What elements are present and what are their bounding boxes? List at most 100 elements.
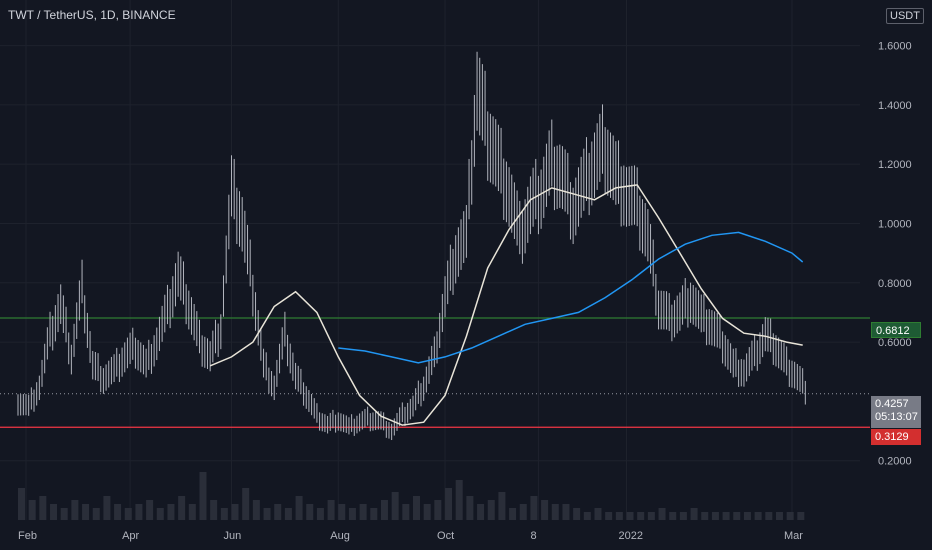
volume-bar [18, 488, 25, 520]
volume-bar [103, 496, 111, 520]
volume-bar [615, 512, 623, 520]
volume-bar [466, 496, 474, 520]
volume-bar [733, 512, 741, 520]
volume-bar [316, 508, 324, 520]
volume-bar [594, 508, 602, 520]
x-tick-label: Apr [122, 530, 139, 542]
x-tick-label: 8 [530, 530, 536, 542]
volume-bar [370, 508, 378, 520]
volume-bar [220, 508, 228, 520]
volume-bar [348, 508, 356, 520]
volume-bars [18, 472, 805, 520]
volume-bar [327, 500, 335, 520]
volume-bar [39, 496, 47, 520]
price-candles [17, 51, 806, 441]
volume-bar [669, 512, 677, 520]
x-tick-label: 2022 [619, 530, 643, 542]
time-axis[interactable]: Feb Apr Jun Aug Oct 8 2022 Mar [18, 530, 803, 542]
volume-bar [583, 512, 591, 520]
volume-bar [402, 504, 410, 520]
volume-bar [647, 512, 655, 520]
volume-bar [92, 508, 100, 520]
volume-bar [498, 492, 506, 520]
volume-bar [765, 512, 773, 520]
volume-bar [423, 504, 431, 520]
last-price-value: 0.4257 [875, 398, 909, 410]
volume-bar [242, 488, 250, 520]
y-tick-label: 1.0000 [878, 218, 912, 230]
moving-average-short [209, 184, 803, 426]
volume-bar [82, 504, 90, 520]
y-tick-label: 0.8000 [878, 278, 912, 290]
support-price-tag: 0.3129 [871, 429, 921, 445]
x-tick-label: Mar [784, 530, 803, 542]
last-price-tag: 0.4257 05:13:07 [871, 396, 921, 428]
volume-bar [743, 512, 751, 520]
volume-bar [135, 504, 143, 520]
volume-bar [413, 496, 420, 520]
chart-grid [0, 0, 860, 520]
volume-bar [434, 500, 442, 520]
price-axis[interactable]: 1.80001.60001.40001.20001.00000.80000.60… [878, 0, 912, 468]
x-tick-label: Feb [18, 530, 37, 542]
volume-bar [178, 496, 186, 520]
volume-bar [28, 500, 36, 520]
volume-bar [359, 504, 367, 520]
horizontal-levels [0, 317, 870, 428]
volume-bar [562, 504, 570, 520]
volume-bar [199, 472, 207, 520]
volume-bar [573, 508, 581, 520]
volume-bar [701, 512, 709, 520]
volume-bar [679, 512, 687, 520]
volume-bar [690, 508, 698, 520]
volume-bar [263, 508, 271, 520]
y-tick-label: 1.2000 [878, 159, 912, 171]
volume-bar [124, 508, 132, 520]
x-tick-label: Jun [224, 530, 242, 542]
volume-bar [487, 500, 495, 520]
volume-bar [519, 504, 527, 520]
volume-bar [626, 512, 634, 520]
volume-bar [775, 512, 783, 520]
volume-bar [295, 496, 303, 520]
volume-bar [284, 508, 292, 520]
volume-bar [754, 512, 762, 520]
volume-bar [658, 508, 666, 520]
volume-bar [114, 504, 122, 520]
volume-bar [167, 504, 175, 520]
volume-bar [722, 512, 730, 520]
candle-countdown: 05:13:07 [875, 411, 918, 423]
volume-bar [210, 500, 218, 520]
volume-bar [306, 504, 314, 520]
volume-bar [455, 480, 463, 520]
y-tick-label: 0.2000 [878, 456, 912, 468]
x-tick-label: Aug [330, 530, 350, 542]
volume-bar [605, 512, 613, 520]
volume-bar [477, 504, 485, 520]
moving-average-long [338, 231, 804, 364]
volume-bar [146, 500, 154, 520]
volume-bar [252, 500, 260, 520]
volume-bar [786, 512, 794, 520]
currency-badge[interactable]: USDT [886, 8, 924, 24]
volume-bar [60, 508, 68, 520]
volume-bar [156, 508, 164, 520]
volume-bar [711, 512, 719, 520]
y-tick-label: 1.4000 [878, 100, 912, 112]
volume-bar [445, 488, 453, 520]
volume-bar [380, 500, 388, 520]
volume-bar [551, 504, 559, 520]
y-tick-label: 1.6000 [878, 41, 912, 53]
volume-bar [530, 496, 538, 520]
volume-bar [50, 504, 58, 520]
volume-bar [188, 504, 196, 520]
moving-averages [209, 184, 804, 426]
volume-bar [391, 492, 399, 520]
volume-bar [637, 512, 645, 520]
symbol-title[interactable]: TWT / TetherUS, 1D, BINANCE [8, 8, 176, 22]
volume-bar [509, 508, 517, 520]
volume-bar [274, 504, 282, 520]
y-tick-label: 0.6000 [878, 337, 912, 349]
